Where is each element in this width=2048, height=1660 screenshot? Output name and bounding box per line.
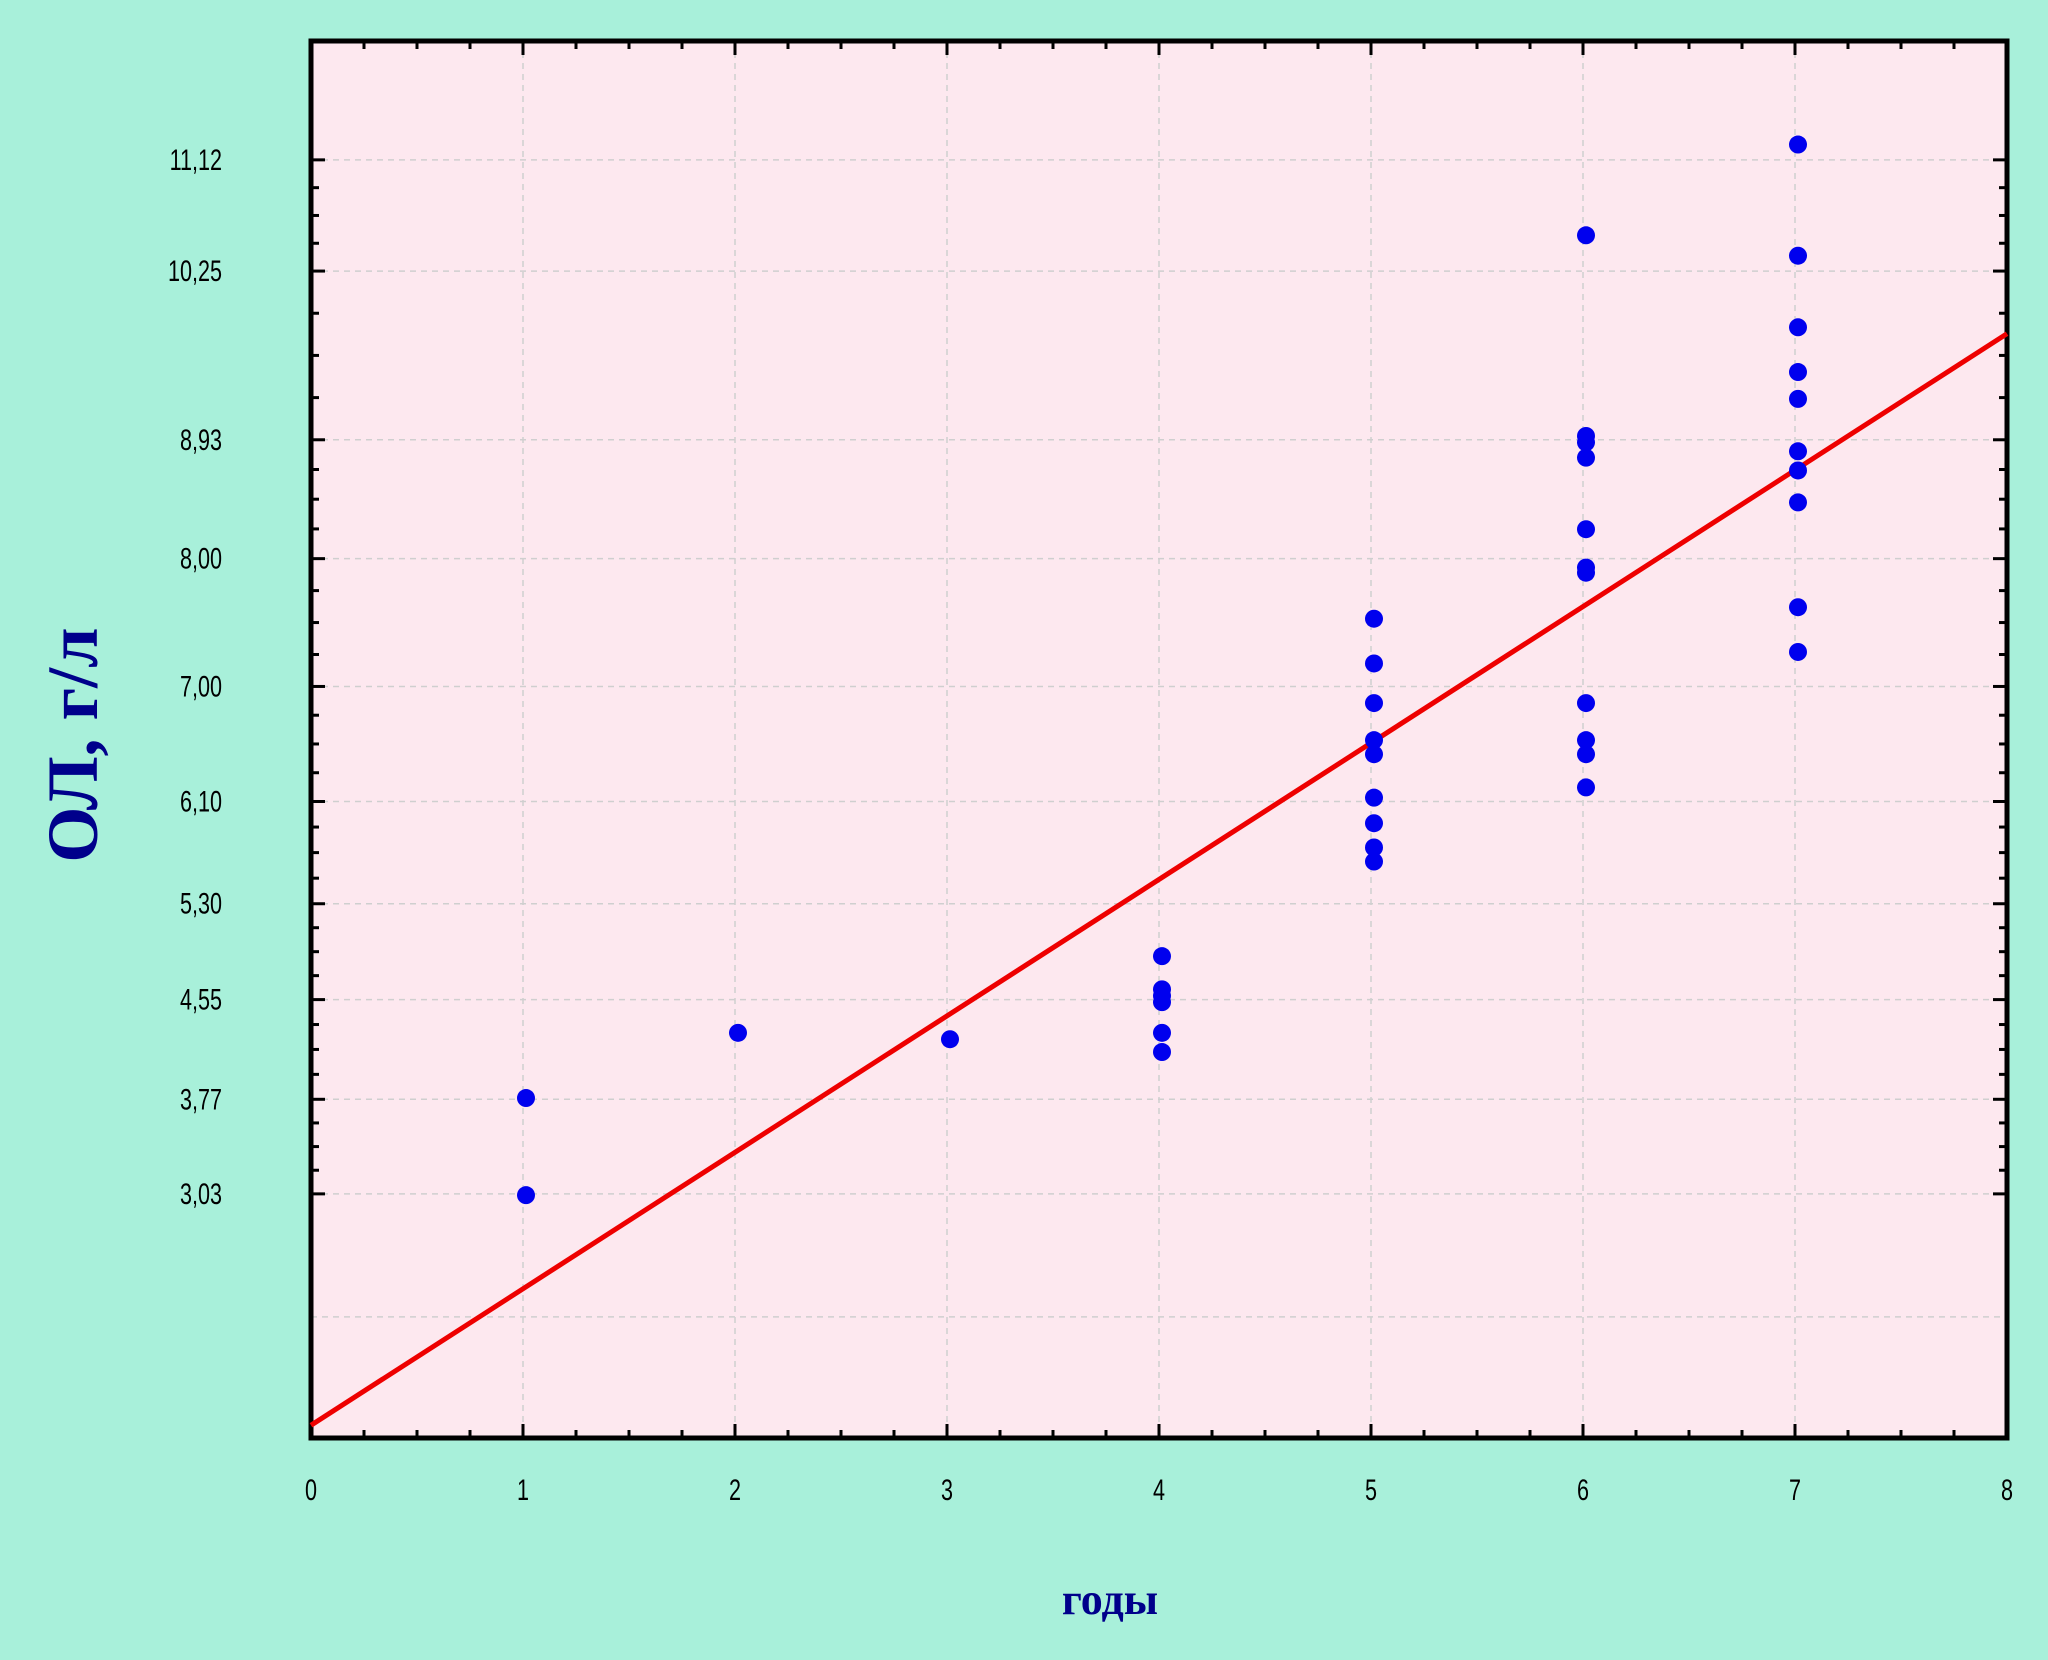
data-point: [1789, 246, 1807, 265]
data-point: [1365, 745, 1383, 764]
data-points: [517, 135, 1807, 1205]
data-point: [1577, 226, 1595, 245]
x-tick-label: 3: [941, 1472, 953, 1506]
data-point: [1365, 694, 1383, 713]
data-point: [1365, 852, 1383, 871]
data-point: [1789, 642, 1807, 661]
x-tick-label: 8: [2001, 1472, 2013, 1506]
data-point: [1153, 1023, 1171, 1042]
y-tick-labels: 3,03 3,77 4,55 5,30 6,10 7,00 8,00 8,93 10,25 11,…: [168, 142, 222, 1210]
x-tick-label: 2: [729, 1472, 741, 1506]
data-point: [517, 1089, 535, 1108]
data-point: [1153, 947, 1171, 966]
data-point: [1365, 814, 1383, 833]
data-point: [1789, 363, 1807, 382]
data-point: [1365, 731, 1383, 750]
grid-lines: [311, 41, 2007, 1438]
axis-frame: [308, 38, 2010, 1441]
data-point: [517, 1186, 535, 1205]
x-tick-label: 7: [1789, 1472, 1801, 1506]
data-point: [1577, 433, 1595, 452]
data-point: [1789, 318, 1807, 337]
y-tick-label: 5,30: [180, 886, 222, 920]
data-point: [1789, 442, 1807, 461]
data-point: [1365, 838, 1383, 857]
y-tick-label: 6,10: [180, 784, 222, 818]
y-tick-label: 10,25: [168, 254, 222, 288]
data-point: [1577, 520, 1595, 539]
x-tick-label: 4: [1153, 1472, 1165, 1506]
x-tick-label: 1: [517, 1472, 529, 1506]
data-point: [1365, 609, 1383, 628]
y-tick-label: 3,03: [180, 1176, 222, 1210]
data-point: [1153, 993, 1171, 1012]
x-tick-label: 5: [1365, 1472, 1377, 1506]
x-tick-label: 6: [1577, 1472, 1589, 1506]
data-point: [1789, 461, 1807, 480]
x-tick-labels: 0 1 2 3 4 5 6 7 8: [305, 1472, 2013, 1506]
data-point: [1577, 745, 1595, 764]
data-point: [941, 1030, 959, 1049]
x-axis-label: годы: [1062, 1575, 1158, 1624]
data-point: [1789, 493, 1807, 512]
y-tick-label: 8,00: [180, 541, 222, 575]
data-point: [1577, 731, 1595, 750]
data-point: [1577, 563, 1595, 582]
y-tick-label: 8,93: [180, 422, 222, 456]
data-point: [1365, 654, 1383, 673]
data-point: [1577, 694, 1595, 713]
data-point: [1789, 598, 1807, 617]
y-axis-label: ОЛ, г/л: [33, 627, 113, 862]
data-point: [729, 1023, 747, 1042]
y-tick-label: 3,77: [180, 1082, 222, 1116]
y-tick-label: 7,00: [180, 669, 222, 703]
x-tick-label: 0: [305, 1472, 317, 1506]
data-point: [1577, 448, 1595, 467]
data-point: [1789, 135, 1807, 154]
y-tick-label: 11,12: [170, 142, 222, 176]
data-point: [1789, 389, 1807, 408]
regression-layer: [309, 331, 2009, 1428]
data-point: [1577, 778, 1595, 797]
data-point: [1153, 1043, 1171, 1062]
regression-line: [309, 331, 2009, 1428]
y-tick-label: 4,55: [180, 982, 222, 1016]
data-point: [1365, 788, 1383, 807]
